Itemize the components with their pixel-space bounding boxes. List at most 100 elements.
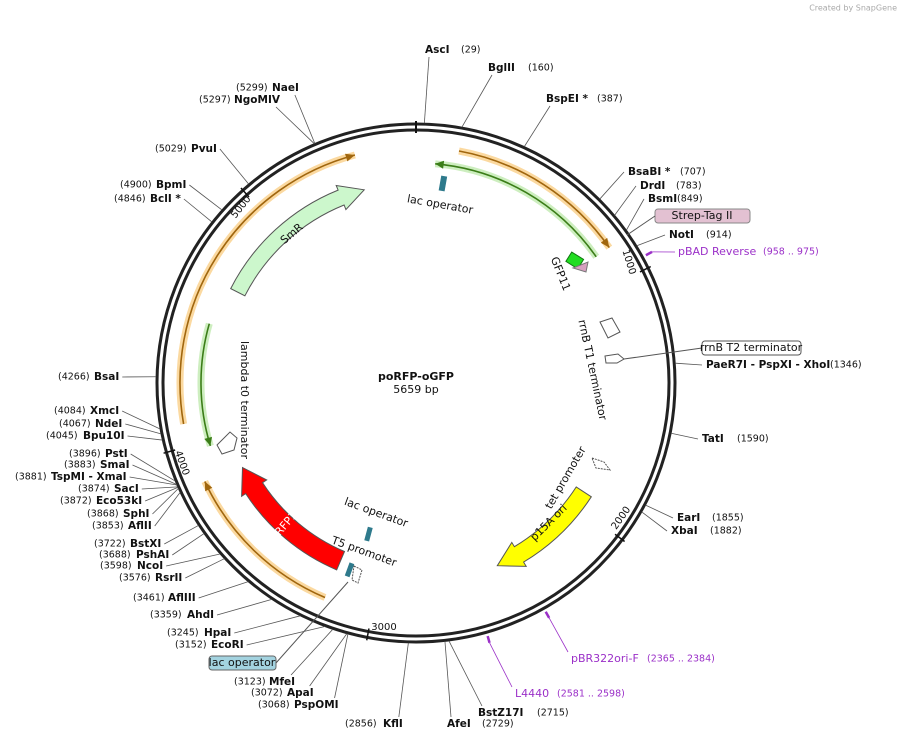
enzyme-position: (849)	[677, 194, 703, 205]
enzyme-leader	[246, 626, 325, 646]
gfp11-mark	[565, 251, 585, 270]
enzyme-leader	[152, 488, 179, 515]
enzyme-leader	[290, 629, 334, 676]
enzyme-name: NaeI	[272, 82, 299, 94]
enzyme-leader	[219, 148, 249, 185]
enzyme-position: (1882)	[710, 526, 742, 537]
t5-promoter-mark	[351, 565, 363, 584]
enzyme-name: AflII	[128, 520, 152, 532]
enzyme-position: (3068)	[258, 700, 290, 711]
enzyme-name: SacI	[114, 483, 139, 495]
enzyme-name: XbaI	[671, 525, 698, 537]
enzyme-position: (2715)	[537, 708, 569, 719]
enzyme-position: (1590)	[737, 434, 769, 445]
enzyme-position: (29)	[461, 45, 481, 56]
enzyme-name: BstZ17I	[478, 707, 523, 719]
enzyme-leader	[125, 423, 162, 435]
enzyme-position: (1855)	[712, 513, 744, 524]
enzyme-position: (4900)	[120, 180, 152, 191]
plasmid-name: poRFP-oGFP	[378, 370, 454, 383]
enzyme-position: (4067)	[59, 419, 91, 430]
feature-head	[204, 481, 213, 492]
enzyme-leader	[166, 553, 221, 567]
feature-line	[200, 323, 212, 447]
enzyme-name: EcoRI	[211, 639, 244, 651]
enzyme-leader	[645, 504, 674, 519]
enzyme-leader	[122, 410, 161, 430]
enzyme-position: (914)	[706, 230, 732, 241]
plasmid-length: 5659 bp	[393, 383, 438, 396]
lac-operator-bottom-mark	[344, 562, 355, 578]
ruler-tick	[365, 628, 370, 641]
ruler-label: 1000	[620, 248, 638, 276]
enzyme-name: XmcI	[90, 405, 119, 417]
enzyme-leader	[172, 533, 205, 556]
enzyme-name: KflI	[383, 718, 403, 730]
enzyme-name: AhdI	[187, 609, 214, 621]
feature-label: lac operator	[209, 656, 276, 669]
enzyme-position: (3688)	[99, 550, 131, 561]
enzyme-name: BstXI	[130, 538, 161, 550]
enzyme-leader	[444, 641, 452, 718]
enzyme-leader	[636, 234, 666, 247]
feature-arrow	[496, 486, 592, 567]
tet-promoter-mark	[591, 457, 612, 471]
ruler-tick	[614, 533, 626, 543]
enzyme-leader	[448, 640, 483, 707]
enzyme-position: (3598)	[100, 561, 132, 572]
enzyme-name: AfeI	[447, 718, 471, 730]
primer-mark	[544, 611, 551, 619]
enzyme-leader	[144, 487, 179, 502]
enzyme-position: (3152)	[175, 640, 207, 651]
primer-mark	[486, 635, 491, 644]
ruler-tick	[163, 449, 176, 454]
enzyme-leader	[614, 185, 637, 216]
primer-name: pBR322ori-F	[571, 652, 639, 665]
enzyme-leader	[398, 642, 409, 718]
enzyme-leader	[130, 453, 176, 482]
feature-head	[345, 153, 355, 162]
enzyme-leader	[154, 492, 181, 527]
strep-tag-mark	[571, 261, 589, 273]
enzyme-leader	[423, 56, 430, 124]
primer-name: pBAD Reverse	[678, 245, 756, 258]
enzyme-position: (3123)	[234, 677, 266, 688]
enzyme-leader	[461, 74, 493, 128]
enzyme-leader	[185, 558, 225, 579]
primer-leader	[548, 617, 569, 653]
enzyme-name: BglII	[488, 62, 515, 74]
enzyme-name: PstI	[105, 448, 128, 460]
enzyme-leader	[216, 598, 272, 616]
primer-name: L4440	[515, 687, 549, 700]
enzyme-position: (2729)	[482, 719, 514, 730]
ruler-tick	[639, 265, 652, 273]
credit: Created by SnapGene	[809, 4, 897, 13]
enzyme-position: (3359)	[150, 610, 182, 621]
enzyme-position: (3722)	[94, 539, 126, 550]
rrnb-t2-mark	[604, 353, 625, 364]
lambda-t0-mark	[216, 431, 238, 455]
enzyme-leader	[132, 464, 177, 485]
enzyme-position: (2856)	[345, 719, 377, 730]
enzyme-position: (3874)	[78, 484, 110, 495]
enzyme-leader	[141, 486, 178, 490]
enzyme-name: BsaI	[94, 371, 119, 383]
enzyme-name: AscI	[425, 44, 450, 56]
enzyme-leader	[675, 362, 703, 366]
ruler-label: 3000	[371, 622, 396, 633]
ruler-tick	[240, 187, 250, 198]
enzyme-position: (4266)	[58, 372, 90, 383]
enzyme-position: (783)	[676, 181, 702, 192]
enzyme-name: BspEI *	[546, 93, 589, 105]
primer-range: (2365 .. 2384)	[647, 654, 715, 665]
enzyme-position: (3896)	[69, 449, 101, 460]
feature-line	[435, 163, 597, 258]
feature-label: Strep-Tag II	[672, 209, 733, 222]
enzyme-position: (5299)	[236, 83, 268, 94]
enzyme-leader	[127, 435, 163, 441]
leader-line	[626, 215, 656, 236]
enzyme-name: PshAI	[136, 549, 169, 561]
feature-head	[204, 436, 212, 446]
enzyme-name: PvuI	[191, 143, 217, 155]
